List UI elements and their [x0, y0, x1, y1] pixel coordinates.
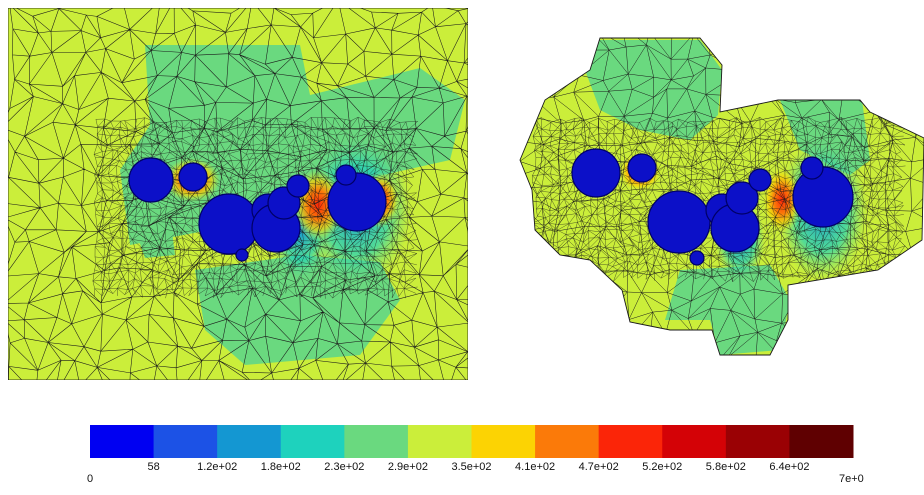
colorbar-segment	[725, 425, 790, 458]
colorbar-tick-label: 2.9e+02	[388, 461, 428, 473]
colorbar-tick-label: 5.2e+02	[642, 461, 682, 473]
sphere	[725, 181, 759, 215]
colorbar-tick-label: 2.3e+02	[324, 461, 364, 473]
sphere	[627, 153, 657, 183]
sphere	[748, 168, 772, 192]
sphere	[235, 248, 249, 262]
colorbar-tick-label: 1.8e+02	[261, 461, 301, 473]
sphere	[178, 162, 208, 192]
colorbar-segment	[217, 425, 282, 458]
colorbar-segment	[407, 425, 472, 458]
colorbar-tick-labels: 0 58 1.2e+02 1.8e+02 2.3e+02 2.9e+02 3.5e+02 4.…	[87, 461, 864, 485]
colorbar-segment	[90, 425, 155, 458]
colorbar-tick-label: 7e+0	[839, 473, 864, 485]
sphere	[286, 174, 310, 198]
right-mesh-panel	[519, 37, 924, 356]
colorbar-segments	[90, 425, 854, 458]
sphere	[335, 164, 357, 186]
colorbar-tick-label: 5.8e+02	[706, 461, 746, 473]
right-spheres	[571, 148, 854, 266]
colorbar-segment	[153, 425, 218, 458]
colorbar-segment	[662, 425, 727, 458]
colorbar-segment	[280, 425, 345, 458]
left-mid-region-small	[135, 215, 175, 258]
sphere	[128, 157, 174, 203]
left-spheres	[128, 157, 387, 262]
colorbar-tick-label: 3.5e+02	[451, 461, 491, 473]
colorbar-segment	[789, 425, 854, 458]
sphere	[571, 148, 621, 198]
colorbar-segment	[598, 425, 663, 458]
sphere	[647, 190, 711, 254]
right-mid-region	[585, 40, 722, 140]
colorbar-segment	[471, 425, 536, 458]
colorbar: 0 58 1.2e+02 1.8e+02 2.3e+02 2.9e+02 3.5e+02 4.…	[87, 425, 864, 485]
colorbar-segment	[535, 425, 600, 458]
sphere	[800, 156, 824, 180]
colorbar-tick-label: 58	[147, 461, 159, 473]
left-mesh-panel	[8, 8, 468, 380]
colorbar-segment	[344, 425, 409, 458]
sphere	[198, 193, 260, 255]
colorbar-tick-label: 6.4e+02	[769, 461, 809, 473]
colorbar-tick-label: 4.7e+02	[579, 461, 619, 473]
colorbar-tick-label: 1.2e+02	[197, 461, 237, 473]
colorbar-tick-label: 0	[87, 473, 93, 485]
sphere	[689, 250, 705, 266]
colorbar-tick-label: 4.1e+02	[515, 461, 555, 473]
right-mesh-outline	[519, 37, 924, 356]
sphere	[327, 172, 387, 232]
sphere	[792, 166, 854, 228]
